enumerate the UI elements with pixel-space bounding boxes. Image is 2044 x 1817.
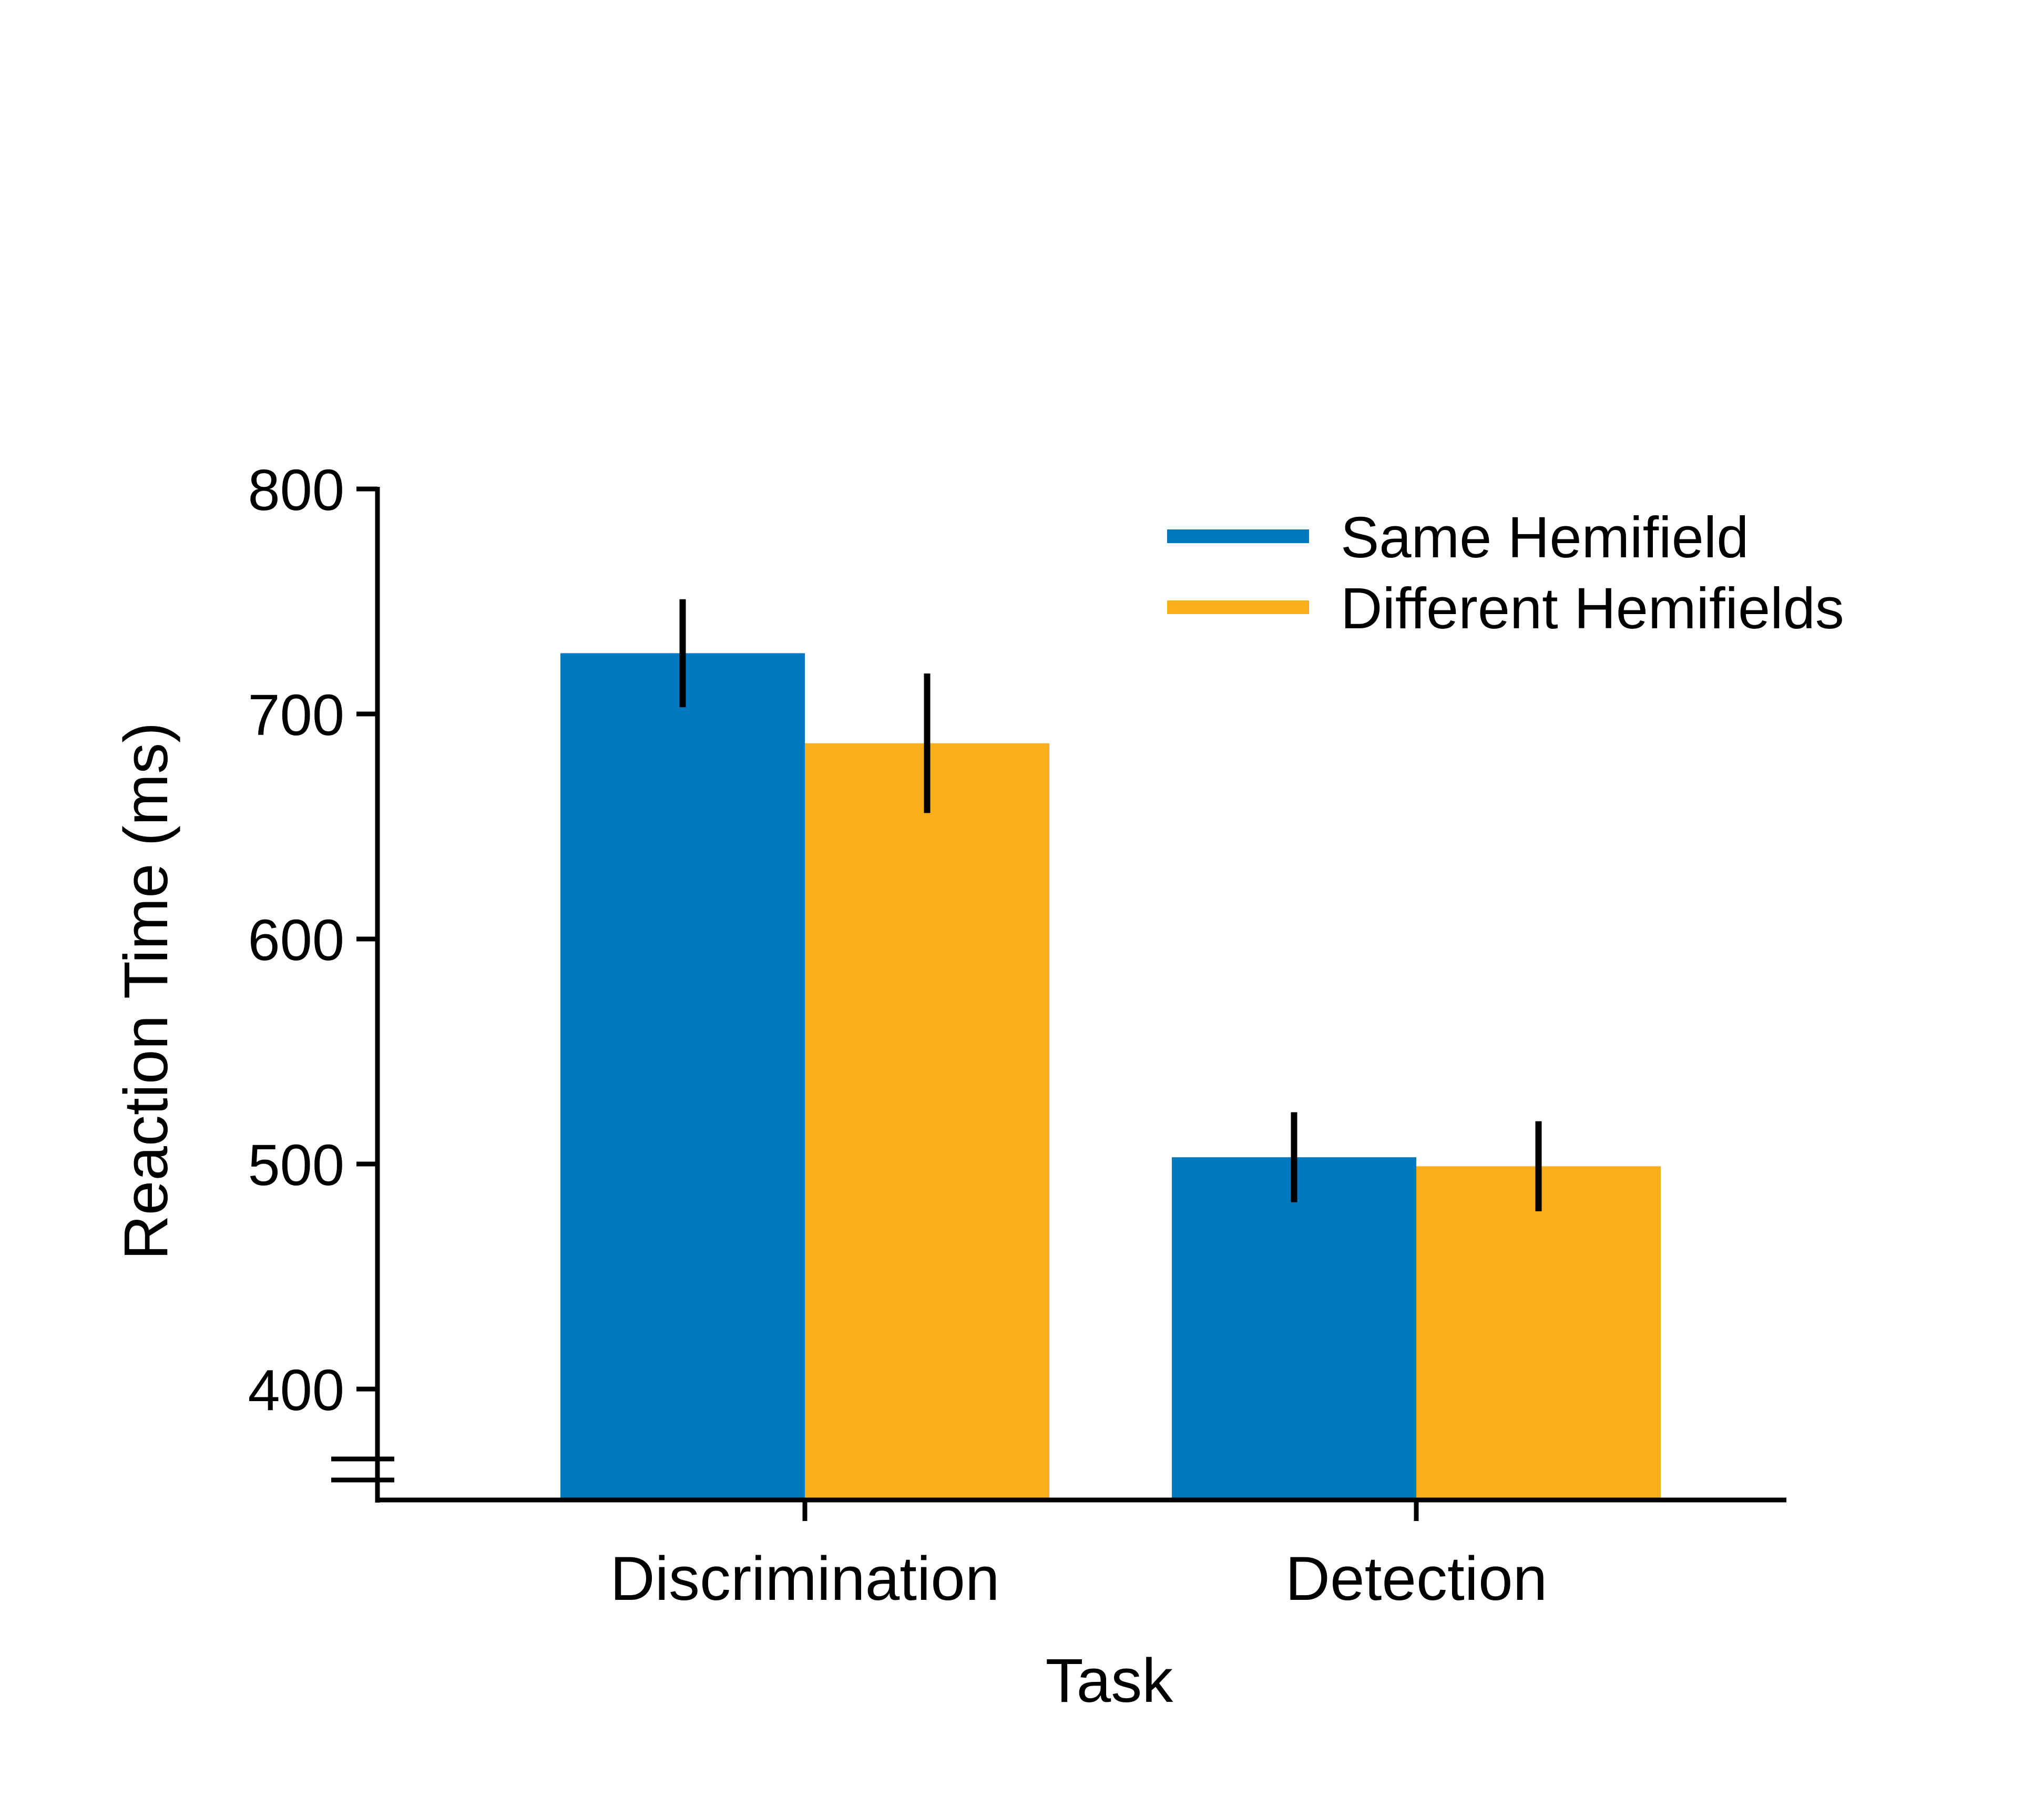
x-axis-title: Task bbox=[1046, 1646, 1174, 1716]
y-axis-title: Reaction Time (ms) bbox=[111, 722, 181, 1260]
legend-label-different-hemifields: Different Hemifields bbox=[1341, 576, 1844, 641]
y-tick-label-800: 800 bbox=[248, 458, 344, 523]
x-tick-label-detection: Detection bbox=[1285, 1544, 1548, 1614]
bar-same-hemifield-discrimination bbox=[560, 653, 805, 1500]
y-tick-label-500: 500 bbox=[248, 1133, 344, 1198]
y-tick-label-600: 600 bbox=[248, 908, 344, 973]
plot-area: Discrimination Detection 400 500 600 700 800 Sa… bbox=[248, 458, 1844, 1614]
bar-same-hemifield-detection bbox=[1172, 1157, 1416, 1500]
bar-different-hemifields-detection bbox=[1416, 1166, 1661, 1500]
y-tick-label-400: 400 bbox=[248, 1358, 344, 1423]
legend-label-same-hemifield: Same Hemifield bbox=[1341, 505, 1749, 570]
bar-different-hemifields-discrimination bbox=[805, 743, 1049, 1500]
y-tick-label-700: 700 bbox=[248, 683, 344, 748]
x-tick-label-discrimination: Discrimination bbox=[610, 1544, 1000, 1614]
